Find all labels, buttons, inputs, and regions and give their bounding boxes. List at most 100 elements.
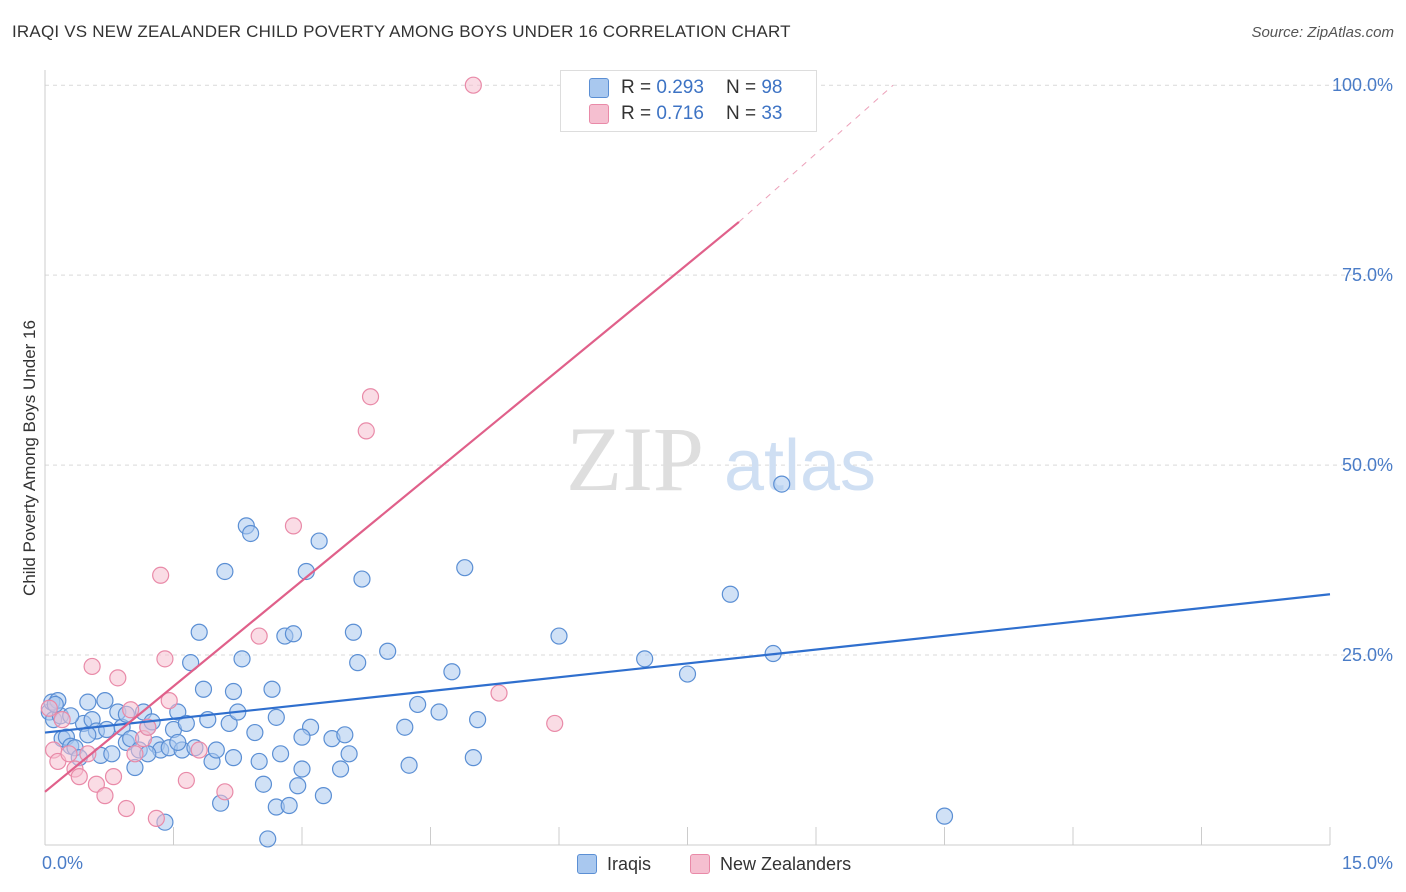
iraqis-point (443, 663, 461, 681)
nz-point (117, 799, 135, 818)
nz-point (70, 768, 88, 786)
nz-point (40, 699, 58, 717)
iraqis-point (310, 532, 328, 550)
iraqis-point (194, 680, 213, 698)
iraqis-point (246, 723, 264, 742)
nz-point (109, 669, 127, 687)
y-tick-label: 100.0% (1332, 75, 1393, 95)
nz-point (284, 517, 303, 535)
legend-n-label: N = (725, 77, 757, 98)
iraqis-point (271, 745, 290, 763)
y-tick-label: 50.0% (1342, 455, 1393, 475)
iraqis-point (79, 693, 97, 711)
legend-n-value: 33 (761, 103, 783, 124)
iraqis-point (293, 760, 311, 778)
iraqis-point (79, 726, 97, 744)
trend-lines (44, 84, 1331, 793)
legend-box: R = 0.293 N = 98 R = 0.716 N = 33 (560, 70, 817, 132)
nz-point (361, 388, 380, 406)
iraqis-point (289, 777, 307, 795)
legend-r-label: R = (621, 77, 652, 98)
iraqis-point (293, 728, 311, 746)
iraqis-point (464, 749, 482, 767)
iraqis-point (935, 807, 954, 825)
iraqis-point (254, 775, 273, 793)
legend-n-label: N = (725, 103, 757, 124)
iraqis-trend-line (44, 593, 1331, 734)
iraqis-point (207, 741, 225, 759)
nz-point (177, 771, 195, 790)
nz-points (40, 76, 654, 828)
watermark-atlas: atlas (724, 426, 876, 506)
nz-point (96, 787, 114, 805)
iraqis-point (550, 627, 568, 645)
nz-point (190, 741, 208, 759)
iraqis-point (284, 625, 303, 643)
nz-point (83, 657, 101, 676)
iraqis-point (353, 570, 371, 588)
nz-point (216, 783, 234, 801)
grid-lines (45, 84, 1390, 656)
iraqis-point (469, 711, 487, 729)
iraqis-point (242, 524, 260, 543)
iraqis-point (331, 760, 350, 778)
nz-point (152, 566, 170, 584)
iraqis-point (721, 585, 739, 603)
x-tick-label: 15.0% (1342, 853, 1393, 873)
nz-point (156, 650, 174, 668)
legend-r-value: 0.293 (656, 77, 704, 98)
iraqis-point (216, 562, 234, 581)
nz-point (79, 745, 97, 763)
iraqis-point (96, 692, 114, 710)
iraqis-point (220, 714, 238, 733)
legend-swatch-nz (589, 104, 609, 124)
iraqis-point (98, 720, 116, 739)
legend-swatch-iraqis (589, 78, 609, 98)
nz-point (546, 714, 564, 733)
iraqis-point (396, 718, 414, 736)
iraqis-point (250, 752, 268, 771)
bottom-legend-swatch-iraqis (577, 854, 597, 874)
nz-point (357, 422, 375, 440)
legend-r-value: 0.716 (656, 103, 704, 124)
iraqis-point (224, 682, 243, 701)
nz-point (53, 711, 71, 729)
nz-point (139, 718, 157, 736)
iraqis-point (259, 830, 277, 848)
iraqis-point (280, 796, 298, 815)
iraqis-point (182, 654, 200, 672)
nz-point (126, 745, 144, 763)
nz-point (490, 684, 508, 702)
iraqis-point (400, 756, 418, 774)
nz-point (250, 627, 268, 645)
iraqis-point (103, 745, 121, 763)
bottom-legend-label-nz: New Zealanders (720, 853, 852, 874)
iraqis-point (169, 703, 187, 721)
bottom-legend-label-iraqis: Iraqis (607, 853, 652, 874)
nz-point (464, 76, 482, 94)
chart-title: IRAQI VS NEW ZEALANDER CHILD POVERTY AMO… (12, 22, 791, 41)
iraqis-point (314, 787, 333, 805)
legend-n-value: 98 (761, 77, 783, 98)
iraqis-point (177, 714, 195, 733)
legend-r-label: R = (621, 103, 652, 124)
iraqis-point (340, 745, 358, 763)
iraqis-point (336, 726, 354, 744)
nz-point (104, 768, 123, 786)
nz-point (160, 692, 178, 710)
nz-point (147, 809, 165, 828)
nz-trend-line (44, 221, 740, 793)
iraqis-point (224, 749, 243, 767)
x-tick-label: 0.0% (42, 853, 83, 873)
iraqis-point (430, 703, 448, 721)
iraqis-point (456, 559, 474, 577)
y-tick-label: 75.0% (1342, 265, 1393, 285)
watermark: ZIP atlas (566, 408, 876, 510)
bottom-legend-iraqis: Iraqis (577, 851, 651, 877)
source-label: Source: ZipAtlas.com (1251, 24, 1394, 41)
watermark-zip: ZIP (566, 408, 704, 510)
legend-row-nz: R = 0.716 N = 33 (589, 101, 782, 127)
y-tick-label: 25.0% (1342, 645, 1393, 665)
iraqis-point (263, 680, 281, 698)
